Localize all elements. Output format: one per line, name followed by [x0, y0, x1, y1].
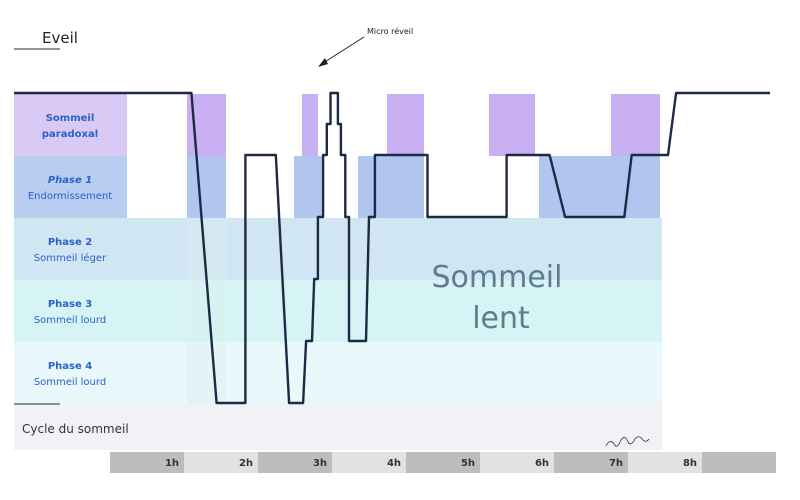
center-label-line-1: Sommeil [432, 260, 563, 295]
hour-cell [628, 452, 702, 473]
signature [605, 436, 650, 447]
hour-cell [702, 452, 776, 473]
hour-tick-label: 1h [165, 458, 179, 469]
micro-reveil-annotation: Micro réveil [318, 26, 413, 67]
hour-tick-label: 6h [535, 458, 549, 469]
stage-label-subtitle: Sommeil lourd [34, 315, 106, 326]
stage-label-title: Phase 2 [48, 237, 92, 248]
arrow-head [318, 58, 328, 67]
stage-label-subtitle: Sommeil léger [34, 252, 107, 264]
stage-label-bg [14, 280, 127, 342]
stage-band [127, 280, 662, 342]
hypnogram-line [14, 91, 770, 405]
hour-tick-label: 8h [683, 458, 697, 469]
phase1-segment [539, 156, 606, 218]
stage-bands [14, 94, 662, 404]
phase1-segment [294, 156, 322, 218]
hour-cell [406, 452, 480, 473]
stage-label-title: Phase 3 [48, 299, 92, 310]
stage-label-title: Sommeil [46, 113, 95, 124]
rem-segment [611, 94, 660, 156]
cycle-column [187, 218, 226, 404]
cycle-label: Cycle du sommeil [22, 422, 129, 436]
hour-cell [258, 452, 332, 473]
phase1-segment [187, 156, 226, 218]
stage-label-bg [14, 156, 127, 218]
stage-labels: Sommeil paradoxal Phase 1 Endormissement Pha… [28, 113, 112, 388]
stage-label-subtitle: paradoxal [42, 129, 98, 140]
hour-tick-label: 5h [461, 458, 475, 469]
hour-cell [184, 452, 258, 473]
stage-label-title: Phase 4 [48, 361, 92, 372]
rem-segment [387, 94, 424, 156]
wake-label: Eveil [42, 29, 78, 47]
center-label-line-2: lent [472, 301, 530, 336]
hour-tick-label: 2h [239, 458, 253, 469]
rem-segment [302, 94, 318, 156]
phase1-segment [358, 156, 424, 218]
stage-band [127, 218, 662, 280]
hour-tick-label: 7h [609, 458, 623, 469]
bottom-panel: Cycle du sommeil [14, 403, 662, 450]
hour-tick-label: 3h [313, 458, 327, 469]
stage-label-bg [14, 218, 127, 280]
stage-label-bg [14, 94, 127, 156]
hour-cell [480, 452, 554, 473]
stage-label-subtitle: Sommeil lourd [34, 377, 106, 388]
phase1-segment [606, 156, 660, 218]
stage-label-title: Phase 1 [48, 175, 92, 186]
stage-label-bg [14, 342, 127, 404]
signature-scribble [605, 436, 650, 447]
rem-bars [187, 94, 660, 404]
rem-segment [489, 94, 535, 156]
hour-cell [554, 452, 628, 473]
annotation-arrow [319, 36, 365, 66]
hour-cell [332, 452, 406, 473]
hour-cell [110, 452, 184, 473]
hour-tick-label: 4h [387, 458, 401, 469]
annotation-text: Micro réveil [367, 26, 413, 36]
hour-axis: 1h 2h 3h 4h 5h 6h 7h 8h [110, 452, 776, 473]
stage-label-subtitle: Endormissement [28, 191, 112, 202]
